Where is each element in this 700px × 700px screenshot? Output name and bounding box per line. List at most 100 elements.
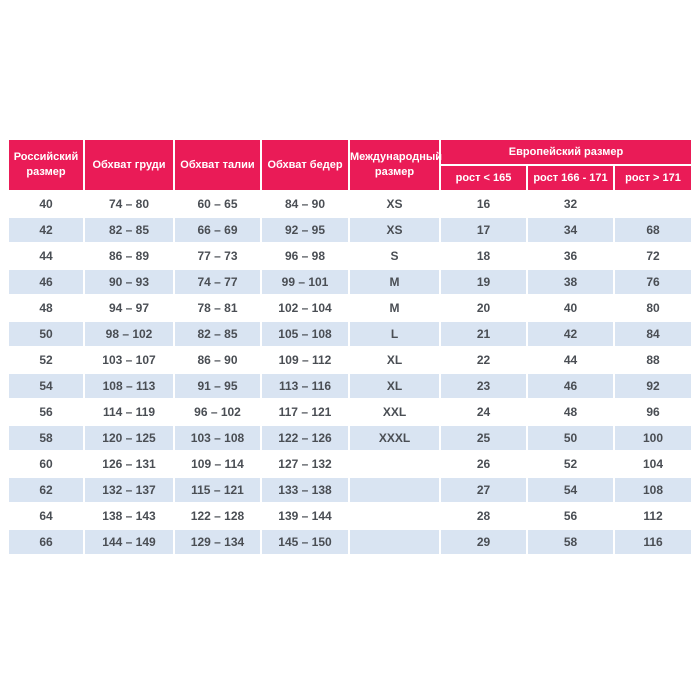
table-cell: 42	[9, 218, 83, 242]
table-cell: 82 – 85	[85, 218, 173, 242]
size-table: Российский размер Обхват груди Обхват та…	[7, 138, 693, 556]
header-international-size: Международный размер	[350, 140, 442, 190]
table-cell: 60 – 65	[175, 192, 260, 216]
table-cell: XS	[350, 192, 439, 216]
table-cell: 104	[615, 452, 692, 476]
table-cell: 17	[441, 218, 526, 242]
table-cell: 120 – 125	[85, 426, 173, 450]
table-cell: L	[350, 322, 439, 346]
table-row: 50 98 – 102 82 – 85 105 – 108 L 21 42 84	[9, 322, 692, 346]
table-cell: 86 – 89	[85, 244, 173, 268]
table-row: 54 108 – 113 91 – 95 113 – 116 XL 23 46 92	[9, 374, 692, 398]
size-table-body: 40 74 – 80 60 – 65 84 – 90 XS 16 32 42 82 – 85 66…	[9, 192, 692, 554]
table-cell: 25	[441, 426, 526, 450]
table-cell: 105 – 108	[262, 322, 348, 346]
table-cell: 77 – 73	[175, 244, 260, 268]
table-cell: 116	[615, 530, 692, 554]
table-cell: XL	[350, 374, 439, 398]
table-cell: 91 – 95	[175, 374, 260, 398]
table-cell: 23	[441, 374, 526, 398]
table-cell: XS	[350, 218, 439, 242]
table-cell	[350, 452, 439, 476]
table-cell: 86 – 90	[175, 348, 260, 372]
table-cell: 96	[615, 400, 692, 424]
table-row: 52 103 – 107 86 – 90 109 – 112 XL 22 44 88	[9, 348, 692, 372]
size-table-header: Российский размер Обхват груди Обхват та…	[9, 140, 692, 190]
table-cell: 68	[615, 218, 692, 242]
table-cell: 20	[441, 296, 526, 320]
table-row: 44 86 – 89 77 – 73 96 – 98 S 18 36 72	[9, 244, 692, 268]
table-cell: M	[350, 296, 439, 320]
table-cell: 46	[9, 270, 83, 294]
table-cell: 74 – 77	[175, 270, 260, 294]
table-cell: 72	[615, 244, 692, 268]
table-cell: 66 – 69	[175, 218, 260, 242]
table-cell: 122 – 128	[175, 504, 260, 528]
table-cell: 132 – 137	[85, 478, 173, 502]
table-cell	[615, 192, 692, 216]
table-cell: XXL	[350, 400, 439, 424]
table-cell: 113 – 116	[262, 374, 348, 398]
table-cell: 100	[615, 426, 692, 450]
table-cell: 19	[441, 270, 526, 294]
table-cell: 74 – 80	[85, 192, 173, 216]
header-european-size-group: Европейский размер	[441, 140, 692, 164]
table-cell: 56	[528, 504, 613, 528]
table-cell: 40	[528, 296, 613, 320]
table-cell: 145 – 150	[262, 530, 348, 554]
header-row-sub: рост < 165 рост 166 - 171 рост > 171	[9, 166, 692, 190]
header-russian-size: Российский размер	[9, 140, 83, 190]
table-cell: 56	[9, 400, 83, 424]
table-cell: 114 – 119	[85, 400, 173, 424]
table-cell: 52	[528, 452, 613, 476]
header-chest: Обхват груди	[85, 140, 173, 190]
table-cell: 46	[528, 374, 613, 398]
table-cell: 60	[9, 452, 83, 476]
table-cell: 48	[9, 296, 83, 320]
table-cell: 27	[441, 478, 526, 502]
table-cell: 103 – 107	[85, 348, 173, 372]
table-cell: 58	[9, 426, 83, 450]
table-cell: 26	[441, 452, 526, 476]
table-cell: 66	[9, 530, 83, 554]
table-cell: 34	[528, 218, 613, 242]
table-cell: 22	[441, 348, 526, 372]
header-height-gt-171: рост > 171	[615, 166, 692, 190]
table-cell: 50	[9, 322, 83, 346]
table-cell: S	[350, 244, 439, 268]
table-cell: 44	[528, 348, 613, 372]
table-cell: 40	[9, 192, 83, 216]
table-cell: 139 – 144	[262, 504, 348, 528]
table-row: 60 126 – 131 109 – 114 127 – 132 26 52 104	[9, 452, 692, 476]
table-cell: 29	[441, 530, 526, 554]
table-cell: 42	[528, 322, 613, 346]
table-row: 48 94 – 97 78 – 81 102 – 104 M 20 40 80	[9, 296, 692, 320]
table-row: 42 82 – 85 66 – 69 92 – 95 XS 17 34 68	[9, 218, 692, 242]
header-height-166-171: рост 166 - 171	[528, 166, 613, 190]
table-cell: 126 – 131	[85, 452, 173, 476]
table-cell: 82 – 85	[175, 322, 260, 346]
table-cell: 112	[615, 504, 692, 528]
table-cell: 52	[9, 348, 83, 372]
table-cell: XXXL	[350, 426, 439, 450]
table-cell: 36	[528, 244, 613, 268]
table-cell: 21	[441, 322, 526, 346]
table-cell: 18	[441, 244, 526, 268]
table-row: 64 138 – 143 122 – 128 139 – 144 28 56 112	[9, 504, 692, 528]
table-cell: 108 – 113	[85, 374, 173, 398]
table-cell: 28	[441, 504, 526, 528]
table-cell: 102 – 104	[262, 296, 348, 320]
table-cell: 44	[9, 244, 83, 268]
table-cell: 76	[615, 270, 692, 294]
table-cell: XL	[350, 348, 439, 372]
table-cell: 99 – 101	[262, 270, 348, 294]
table-cell: 84 – 90	[262, 192, 348, 216]
header-waist: Обхват талии	[175, 140, 260, 190]
table-cell: 96 – 102	[175, 400, 260, 424]
table-cell: 98 – 102	[85, 322, 173, 346]
table-row: 66 144 – 149 129 – 134 145 – 150 29 58 116	[9, 530, 692, 554]
table-cell: 115 – 121	[175, 478, 260, 502]
table-cell: 109 – 112	[262, 348, 348, 372]
table-cell	[350, 530, 439, 554]
